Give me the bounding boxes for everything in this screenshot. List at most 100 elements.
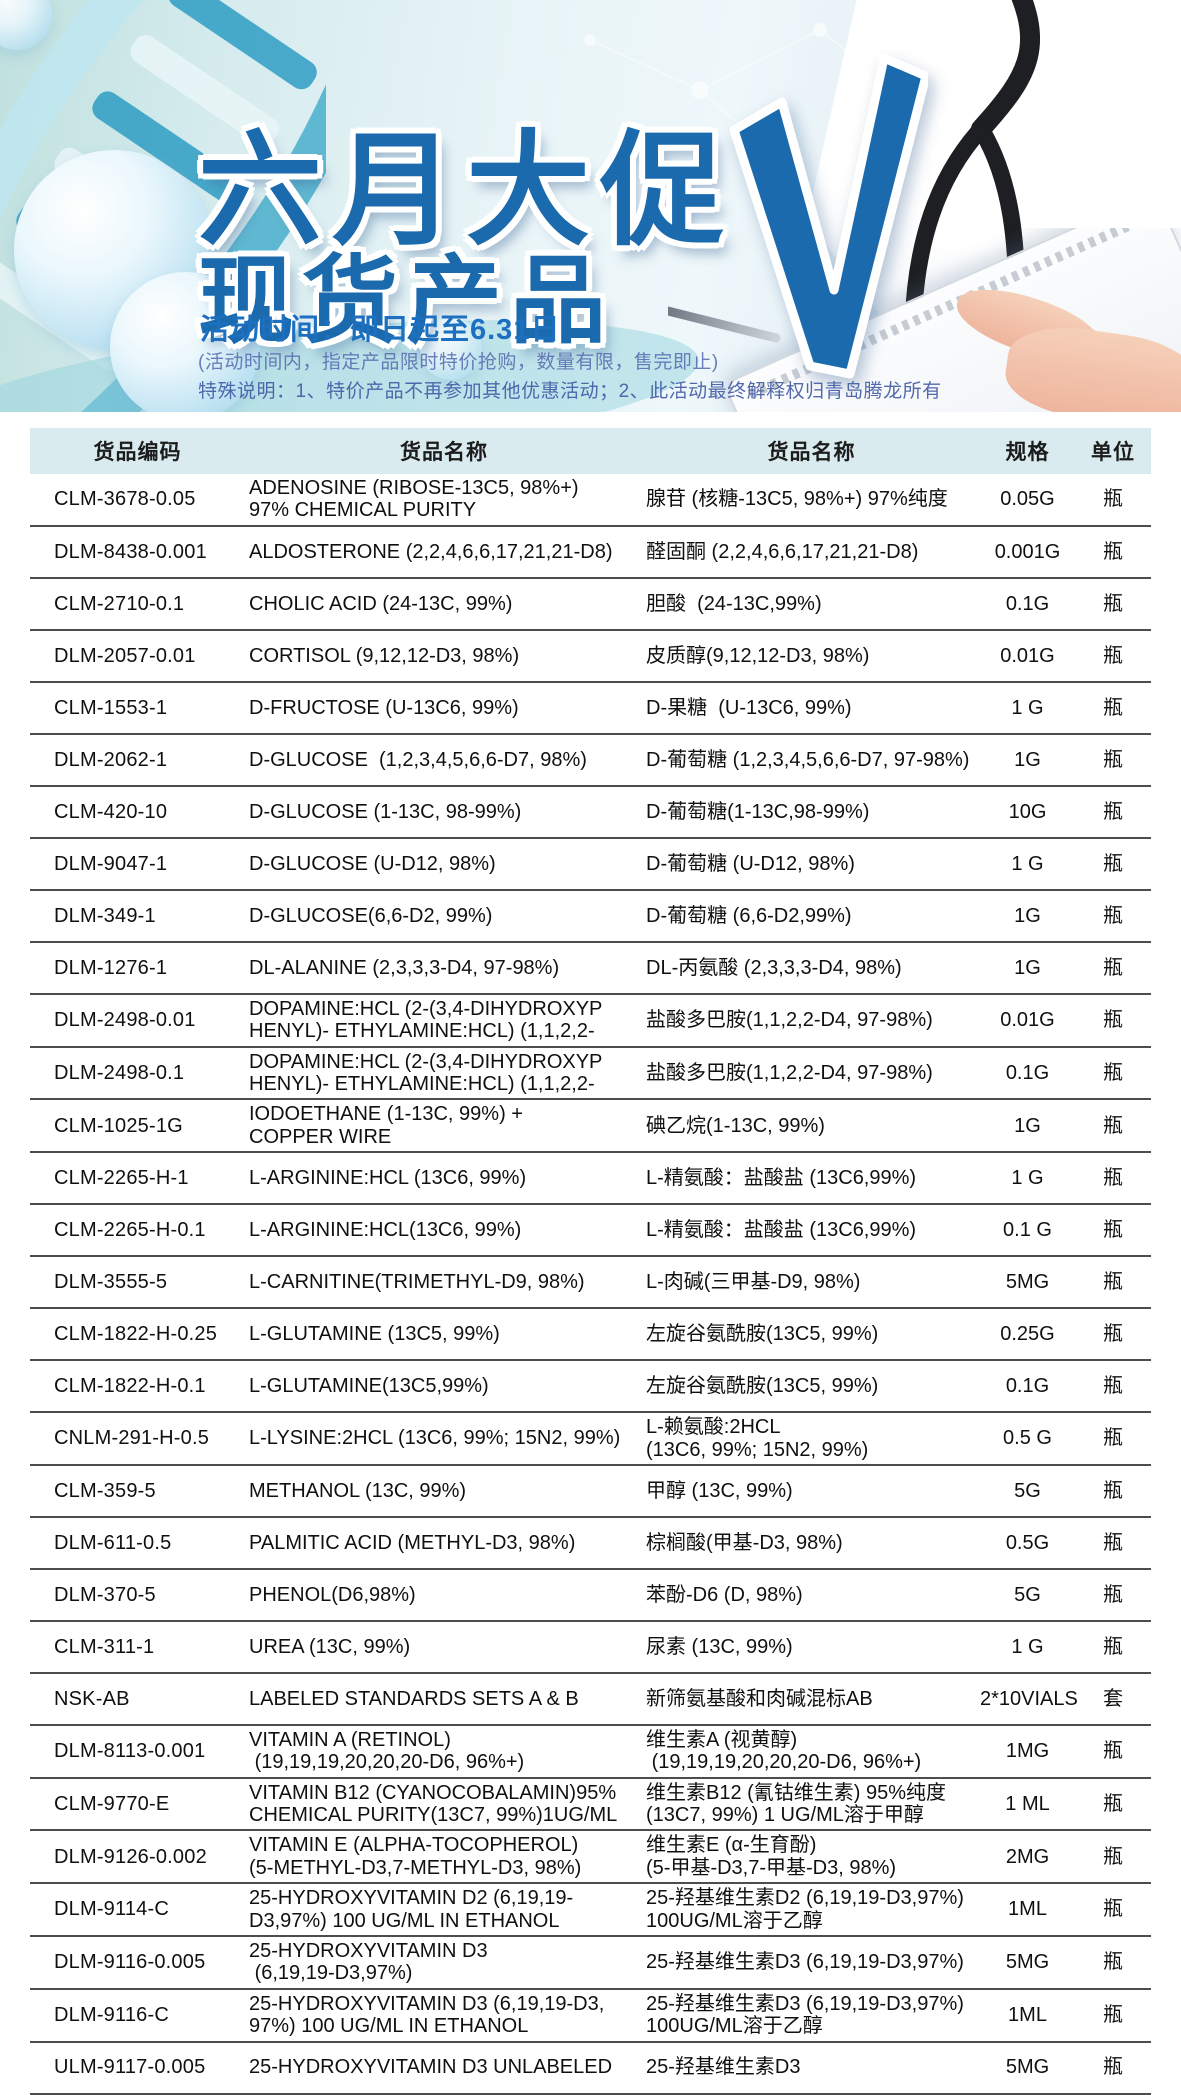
cell-unit: 瓶 bbox=[1103, 1740, 1123, 1763]
table-row: DLM-2498-0.01 DOPAMINE:HCL (2-(3,4-DIHYDR… bbox=[30, 995, 1151, 1048]
cell-name-cn: 碘乙烷(1-13C, 99%) bbox=[646, 1114, 825, 1137]
cell-spec: 1 ML bbox=[1005, 1792, 1050, 1815]
cell-unit: 瓶 bbox=[1103, 2056, 1123, 2079]
activity-note-text: (活动时间内，指定产品限时特价抢购，数量有限，售完即止) bbox=[198, 352, 719, 373]
cell-code: DLM-2057-0.01 bbox=[54, 644, 196, 667]
cell-name-cn: 维生素E (α-生育酚) (5-甲基-D3,7-甲基-D3, 98%) bbox=[646, 1834, 897, 1879]
special-note-text: 特殊说明：1、特价产品不再参加其他优惠活动；2、此活动最终解释权归青岛腾龙所有 bbox=[198, 381, 942, 402]
cell-name-cn: 25-羟基维生素D3 (6,19,19-D3,97%) bbox=[646, 1951, 964, 1974]
cell-name-en: ADENOSINE (RIBOSE-13C5, 98%+) 97% CHEMIC… bbox=[249, 477, 579, 522]
cell-name-en: VITAMIN A (RETINOL) (19,19,19,20,20,20-D… bbox=[249, 1728, 525, 1774]
header-product-name-cn: 货品名称 bbox=[767, 441, 856, 464]
table-row: DLM-9114-C 25-HYDROXYVITAMIN D2 (6,19,19-… bbox=[30, 1884, 1151, 1938]
cell-spec: 1MG bbox=[1005, 1740, 1050, 1763]
table-row: DLM-9116-C 25-HYDROXYVITAMIN D3 (6,19,19-… bbox=[30, 1990, 1151, 2043]
table-row: CLM-1822-H-0.25 L-GLUTAMINE (13C5, 99%) 左旋… bbox=[30, 1309, 1151, 1362]
cell-unit: 瓶 bbox=[1103, 488, 1123, 511]
cell-code: CLM-3678-0.05 bbox=[54, 488, 196, 511]
cell-name-en: ALDOSTERONE (2,2,4,6,6,17,21,21-D8) bbox=[249, 540, 613, 563]
cell-code: DLM-8438-0.001 bbox=[54, 540, 207, 563]
cell-name-en: D-GLUCOSE (U-D12, 98%) bbox=[249, 852, 496, 875]
cell-name-cn: D-葡萄糖(1-13C,98-99%) bbox=[646, 800, 870, 823]
cell-code: ULM-9117-0.005 bbox=[54, 2056, 206, 2079]
table-row: DLM-2498-0.1 DOPAMINE:HCL (2-(3,4-DIHYDRO… bbox=[30, 1048, 1151, 1101]
cell-name-en: VITAMIN E (ALPHA-TOCOPHEROL) (5-METHYL-D… bbox=[249, 1834, 582, 1879]
table-row: CLM-2265-H-1 L-ARGININE:HCL (13C6, 99%) L-… bbox=[30, 1153, 1151, 1206]
cell-name-en: PALMITIC ACID (METHYL-D3, 98%) bbox=[249, 1531, 576, 1554]
cell-name-cn: D-果糖 (U-13C6, 99%) bbox=[646, 696, 852, 719]
cell-unit: 瓶 bbox=[1103, 1008, 1123, 1031]
cell-unit: 瓶 bbox=[1103, 1635, 1123, 1658]
table-row: CLM-2710-0.1 CHOLIC ACID (24-13C, 99%) 胆酸 … bbox=[30, 579, 1151, 631]
cell-unit: 瓶 bbox=[1103, 748, 1123, 771]
cell-unit: 瓶 bbox=[1103, 2004, 1123, 2026]
table-row: CLM-9770-E VITAMIN B12 (CYANOCOBALAMIN)95… bbox=[30, 1779, 1151, 1832]
cell-code: DLM-9116-C bbox=[54, 2004, 169, 2026]
table-row: DLM-370-5 PHENOL(D6,98%) 苯酚-D6 (D, 98%) 5G 瓶 bbox=[30, 1570, 1151, 1622]
cell-name-cn: D-葡萄糖 (6,6-D2,99%) bbox=[646, 904, 852, 927]
bubble-icon bbox=[420, 318, 482, 380]
cell-code: DLM-2498-0.01 bbox=[54, 1008, 196, 1031]
cell-name-cn: L-肉碱(三甲基-D9, 98%) bbox=[646, 1270, 861, 1293]
cell-unit: 瓶 bbox=[1103, 592, 1123, 615]
cell-name-cn: 维生素B12 (氰钴维生素) 95%纯度 (13C7, 99%) 1 UG/ML… bbox=[646, 1781, 947, 1827]
cell-spec: 0.1G bbox=[1005, 1374, 1050, 1397]
cell-name-en: D-FRUCTOSE (U-13C6, 99%) bbox=[249, 696, 519, 719]
cell-name-cn: 25-羟基维生素D3 (6,19,19-D3,97%) 100UG/ML溶于乙醇 bbox=[646, 1992, 964, 2038]
cell-name-en: DL-ALANINE (2,3,3,3-D4, 97-98%) bbox=[249, 956, 560, 979]
cell-spec: 10G bbox=[1008, 800, 1047, 823]
cell-name-cn: 胆酸 (24-13C,99%) bbox=[646, 592, 822, 615]
table-row: CLM-1025-1G IODOETHANE (1-13C, 99%) + COP… bbox=[30, 1100, 1151, 1154]
table-row: CLM-3678-0.05 ADENOSINE (RIBOSE-13C5, 98%… bbox=[30, 474, 1151, 527]
cell-spec: 0.25G bbox=[1000, 1322, 1055, 1345]
cell-name-en: IODOETHANE (1-13C, 99%) + COPPER WIRE bbox=[249, 1103, 523, 1148]
table-row: CLM-359-5 METHANOL (13C, 99%) 甲醇 (13C, 99%… bbox=[30, 1466, 1151, 1518]
cell-code: CLM-2710-0.1 bbox=[54, 592, 185, 615]
check-icon bbox=[729, 53, 928, 379]
cell-name-cn: 左旋谷氨酰胺(13C5, 99%) bbox=[646, 1322, 879, 1345]
table-row: CNLM-291-H-0.5 L-LYSINE:2HCL (13C6, 99%; … bbox=[30, 1413, 1151, 1466]
table-row: DLM-349-1 D-GLUCOSE(6,6-D2, 99%) D-葡萄糖 (6,… bbox=[30, 891, 1151, 943]
table-row: DLM-9126-0.002 VITAMIN E (ALPHA-TOCOPHERO… bbox=[30, 1831, 1151, 1885]
table-row: CLM-420-10 D-GLUCOSE (1-13C, 98-99%) D-葡萄糖… bbox=[30, 787, 1151, 839]
cell-code: CLM-311-1 bbox=[54, 1635, 155, 1658]
cell-unit: 瓶 bbox=[1103, 1322, 1123, 1345]
table-row: CLM-2265-H-0.1 L-ARGININE:HCL(13C6, 99%) L… bbox=[30, 1205, 1151, 1258]
cell-code: CLM-1553-1 bbox=[54, 696, 168, 719]
cell-spec: 1ML bbox=[1008, 2004, 1047, 2026]
cell-name-en: CHOLIC ACID (24-13C, 99%) bbox=[249, 592, 513, 615]
cell-unit: 瓶 bbox=[1103, 1531, 1123, 1554]
cell-name-en: 25-HYDROXYVITAMIN D3 (6,19,19-D3, 97%) 1… bbox=[249, 1992, 605, 2038]
cell-code: DLM-9047-1 bbox=[54, 852, 168, 875]
cell-unit: 瓶 bbox=[1103, 540, 1123, 563]
cell-code: CNLM-291-H-0.5 bbox=[54, 1427, 210, 1450]
cell-name-cn: DL-丙氨酸 (2,3,3,3-D4, 98%) bbox=[646, 956, 902, 979]
cell-name-en: DOPAMINE:HCL (2-(3,4-DIHYDROXYP HENYL)- … bbox=[249, 997, 603, 1043]
cell-spec: 0.5 G bbox=[1003, 1427, 1052, 1450]
cell-name-en: DOPAMINE:HCL (2-(3,4-DIHYDROXYP HENYL)- … bbox=[249, 1050, 603, 1095]
cell-spec: 5G bbox=[1014, 1583, 1041, 1606]
product-table: 货品编码 货品名称 货品名称 规格 单位 CLM-3678-0.05 ADENOS… bbox=[30, 428, 1151, 2095]
cell-spec: 1G bbox=[1014, 748, 1041, 771]
table-row: DLM-8438-0.001 ALDOSTERONE (2,2,4,6,6,17,… bbox=[30, 527, 1151, 579]
banner: 六月大促 现货产品 活动时间：即日起至6.31日 (活动时间内，指定产品限时特价… bbox=[0, 0, 1181, 412]
cell-name-en: 25-HYDROXYVITAMIN D3 (6,19,19-D3,97%) bbox=[249, 1940, 488, 1985]
cell-spec: 2*10VIALS bbox=[980, 1687, 1078, 1710]
cell-spec: 0.5G bbox=[1005, 1531, 1050, 1554]
cell-name-cn: 维生素A (视黄醇) (19,19,19,20,20,20-D6, 96%+) bbox=[646, 1728, 922, 1774]
header-product-name-en: 货品名称 bbox=[400, 441, 488, 464]
cell-spec: 0.01G bbox=[1000, 1008, 1055, 1031]
cell-code: CLM-1025-1G bbox=[54, 1114, 183, 1137]
cell-name-en: L-ARGININE:HCL (13C6, 99%) bbox=[249, 1166, 527, 1189]
table-row: NSK-AB LABELED STANDARDS SETS A & B 新筛氨基酸和… bbox=[30, 1674, 1151, 1726]
cell-spec: 0.1G bbox=[1005, 592, 1050, 615]
cell-spec: 0.1G bbox=[1005, 1061, 1050, 1084]
cell-unit: 瓶 bbox=[1103, 1061, 1123, 1084]
cell-unit: 瓶 bbox=[1103, 1166, 1123, 1189]
cell-code: CLM-359-5 bbox=[54, 1479, 156, 1502]
cell-unit: 瓶 bbox=[1103, 1374, 1123, 1397]
cell-name-cn: L-精氨酸：盐酸盐 (13C6,99%) bbox=[646, 1218, 917, 1241]
table-row: DLM-611-0.5 PALMITIC ACID (METHYL-D3, 98%… bbox=[30, 1518, 1151, 1570]
table-body: CLM-3678-0.05 ADENOSINE (RIBOSE-13C5, 98%… bbox=[30, 474, 1151, 2095]
